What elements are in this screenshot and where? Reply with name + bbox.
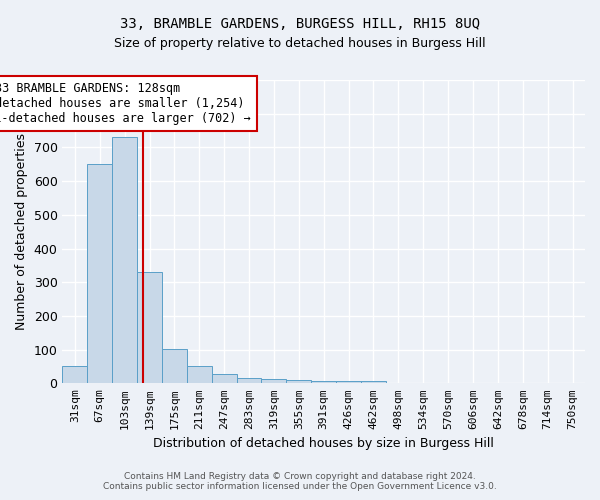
Bar <box>88 164 112 384</box>
Bar <box>137 272 162 384</box>
Text: Contains HM Land Registry data © Crown copyright and database right 2024.: Contains HM Land Registry data © Crown c… <box>124 472 476 481</box>
Y-axis label: Number of detached properties: Number of detached properties <box>15 133 28 330</box>
Bar <box>236 378 262 384</box>
Bar <box>62 366 88 384</box>
Bar <box>262 380 286 384</box>
Bar <box>162 349 187 384</box>
Text: Contains public sector information licensed under the Open Government Licence v3: Contains public sector information licen… <box>103 482 497 491</box>
Bar <box>336 380 361 384</box>
Bar <box>286 380 311 384</box>
Bar <box>212 374 236 384</box>
Bar <box>112 138 137 384</box>
Bar <box>187 366 212 384</box>
Text: Size of property relative to detached houses in Burgess Hill: Size of property relative to detached ho… <box>114 38 486 51</box>
X-axis label: Distribution of detached houses by size in Burgess Hill: Distribution of detached houses by size … <box>153 437 494 450</box>
Text: 33 BRAMBLE GARDENS: 128sqm
← 64% of detached houses are smaller (1,254)
36% of s: 33 BRAMBLE GARDENS: 128sqm ← 64% of deta… <box>0 82 251 124</box>
Bar <box>361 380 386 384</box>
Bar <box>311 381 336 384</box>
Text: 33, BRAMBLE GARDENS, BURGESS HILL, RH15 8UQ: 33, BRAMBLE GARDENS, BURGESS HILL, RH15 … <box>120 18 480 32</box>
